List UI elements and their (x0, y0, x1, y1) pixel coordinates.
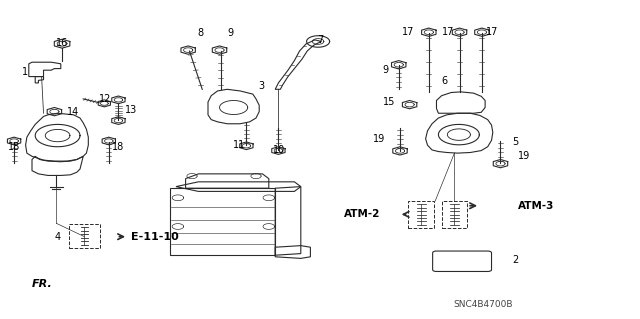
Text: 8: 8 (197, 28, 204, 39)
Text: 16: 16 (56, 38, 68, 48)
Bar (408, 201, 434, 228)
Text: 18: 18 (112, 142, 124, 152)
Text: 19: 19 (518, 151, 531, 161)
Text: SNC4B4700B: SNC4B4700B (454, 300, 513, 309)
Text: 6: 6 (442, 76, 448, 86)
Text: 10: 10 (273, 145, 285, 155)
Text: E-11-10: E-11-10 (131, 232, 179, 242)
Text: 12: 12 (99, 94, 111, 104)
Text: 15: 15 (383, 97, 396, 107)
Text: 17: 17 (486, 27, 499, 37)
Text: 13: 13 (125, 105, 137, 115)
Text: 14: 14 (67, 107, 79, 117)
Text: 1: 1 (22, 67, 28, 77)
Text: 9: 9 (227, 28, 234, 39)
Text: 17: 17 (403, 27, 415, 37)
Text: 17: 17 (442, 27, 454, 37)
Text: 11: 11 (233, 140, 245, 150)
Text: ATM-2: ATM-2 (344, 209, 380, 219)
Text: ATM-3: ATM-3 (518, 201, 555, 211)
Text: 18: 18 (8, 142, 20, 152)
Text: 9: 9 (382, 65, 388, 75)
Text: 2: 2 (512, 255, 518, 265)
Bar (442, 201, 467, 228)
Text: 5: 5 (512, 137, 518, 147)
Text: FR.: FR. (32, 279, 52, 289)
Text: 19: 19 (373, 134, 385, 144)
Text: 7: 7 (317, 35, 324, 45)
Bar (69, 224, 100, 248)
Text: 3: 3 (258, 81, 264, 91)
Text: 4: 4 (54, 232, 61, 242)
